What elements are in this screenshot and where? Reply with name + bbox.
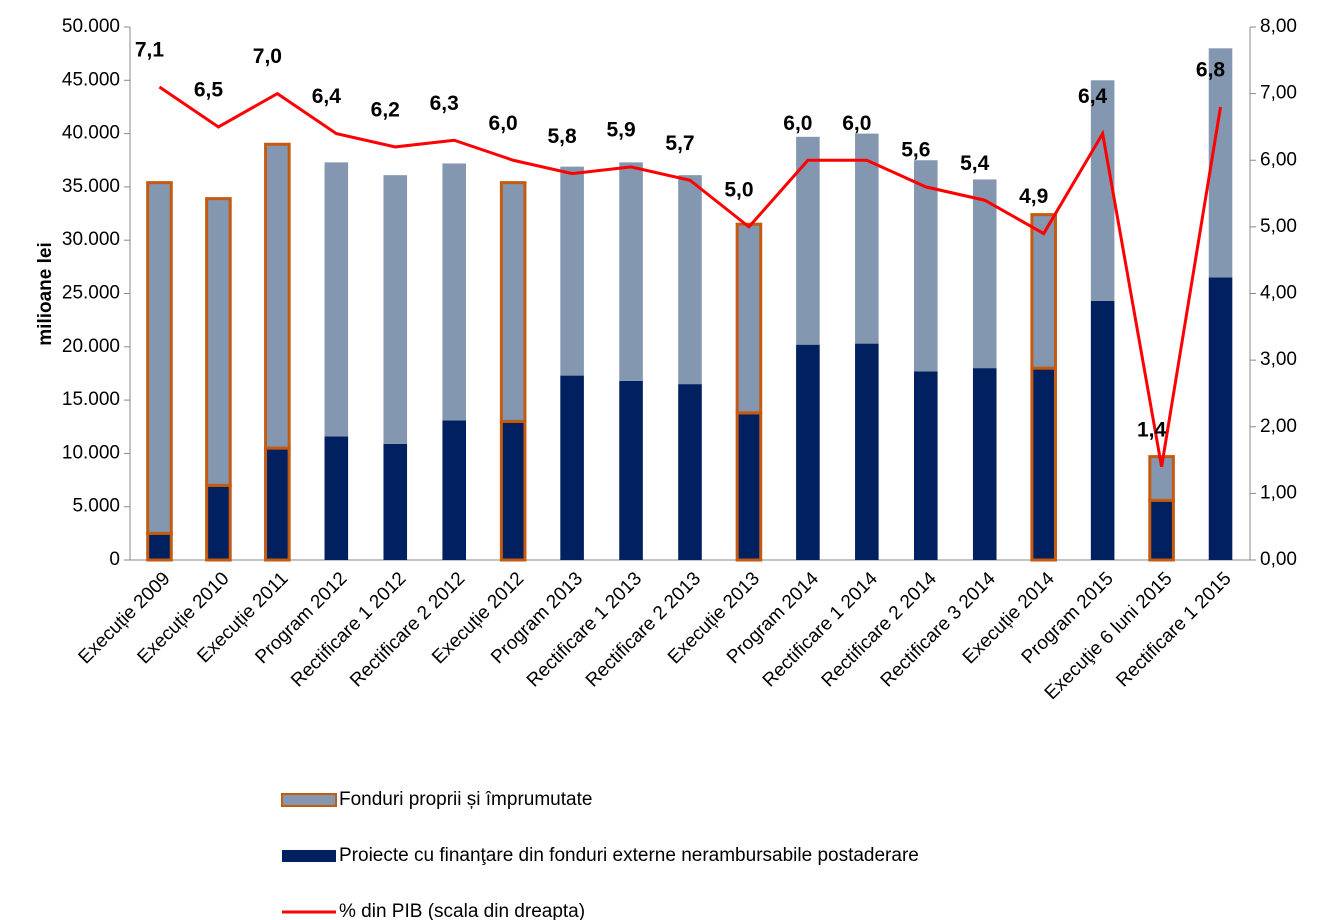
data-label: 5,9 bbox=[606, 118, 635, 141]
data-label: 6,0 bbox=[489, 112, 518, 135]
line bbox=[158, 85, 1223, 467]
bar bbox=[619, 162, 643, 381]
y2-tick-label: 4,00 bbox=[1260, 283, 1297, 304]
y-tick-label: 50.000 bbox=[62, 16, 120, 37]
bar bbox=[499, 419, 527, 562]
y-tick-label: 35.000 bbox=[62, 176, 120, 197]
y-tick-label: 40.000 bbox=[62, 123, 120, 144]
bar bbox=[735, 411, 763, 562]
data-label: 4,9 bbox=[1019, 185, 1048, 208]
legend-label: % din PIB (scala din dreapta) bbox=[339, 901, 585, 920]
y2-tick-label: 2,00 bbox=[1260, 416, 1297, 437]
data-label: 6,8 bbox=[1196, 58, 1226, 81]
data-label: 5,6 bbox=[901, 138, 930, 161]
y2-tick-label: 5,00 bbox=[1260, 216, 1297, 237]
data-label: 5,7 bbox=[665, 132, 694, 155]
legend-swatch bbox=[281, 793, 337, 807]
bar bbox=[678, 384, 702, 560]
bar bbox=[914, 371, 938, 560]
y-tick-label: 30.000 bbox=[62, 229, 120, 250]
data-label: 5,0 bbox=[724, 178, 753, 201]
y2-tick-label: 7,00 bbox=[1260, 83, 1297, 104]
legend-label: Proiecte cu finanţare din fonduri extern… bbox=[339, 845, 919, 866]
y2-tick-label: 8,00 bbox=[1260, 16, 1297, 37]
bar bbox=[205, 483, 232, 562]
data-label: 1,4 bbox=[1137, 418, 1167, 441]
bar bbox=[678, 175, 702, 385]
bar bbox=[972, 368, 997, 560]
data-label: 6,4 bbox=[1078, 85, 1108, 108]
data-label: 7,0 bbox=[253, 45, 282, 68]
bar bbox=[205, 197, 232, 487]
bar bbox=[324, 436, 349, 560]
bar bbox=[619, 380, 643, 560]
y2-tick-label: 1,00 bbox=[1260, 482, 1297, 503]
data-label: 7,1 bbox=[135, 39, 165, 62]
y-tick-label: 45.000 bbox=[62, 69, 120, 90]
bar bbox=[1030, 366, 1057, 562]
data-label: 5,8 bbox=[548, 125, 578, 148]
data-label: 6,5 bbox=[194, 78, 224, 101]
y2-tick-label: 6,00 bbox=[1260, 149, 1297, 170]
bar bbox=[499, 181, 527, 423]
bar bbox=[1090, 300, 1115, 560]
y2-tick-label: 0,00 bbox=[1260, 549, 1297, 570]
y2-tick-label: 3,00 bbox=[1260, 349, 1297, 370]
bar bbox=[914, 160, 938, 372]
bar bbox=[855, 343, 879, 560]
bar bbox=[796, 344, 820, 560]
bar bbox=[735, 222, 763, 415]
x-tick-label: Rectificare 1 2015 bbox=[1112, 568, 1235, 691]
bar bbox=[560, 166, 584, 376]
bar bbox=[1090, 80, 1115, 301]
y-tick-label: 5.000 bbox=[72, 496, 120, 517]
bar bbox=[1208, 277, 1233, 560]
bar bbox=[324, 162, 349, 437]
data-label: 6,4 bbox=[312, 85, 342, 108]
legend-swatch bbox=[282, 850, 336, 862]
bar bbox=[264, 142, 291, 450]
data-label: 6,3 bbox=[430, 92, 459, 115]
bar bbox=[383, 175, 408, 444]
bar bbox=[1148, 455, 1175, 502]
bar bbox=[1030, 213, 1057, 370]
bar bbox=[146, 531, 173, 562]
bar bbox=[146, 181, 173, 535]
bar bbox=[264, 446, 291, 562]
y-axis-label: milioane lei bbox=[35, 242, 56, 345]
bar bbox=[972, 179, 997, 369]
bar bbox=[855, 133, 879, 344]
y-tick-label: 10.000 bbox=[62, 442, 120, 463]
bar bbox=[1208, 48, 1233, 278]
bar bbox=[442, 420, 466, 560]
y-tick-label: 25.000 bbox=[62, 283, 120, 304]
bar bbox=[383, 443, 408, 560]
data-label: 6,0 bbox=[842, 112, 871, 135]
data-label: 6,2 bbox=[371, 98, 400, 121]
y-tick-label: 15.000 bbox=[62, 389, 120, 410]
data-label: 6,0 bbox=[783, 112, 812, 135]
bar bbox=[560, 375, 584, 560]
bar bbox=[1148, 498, 1175, 562]
bar bbox=[442, 163, 466, 421]
bar bbox=[796, 136, 820, 345]
legend-label: Fonduri proprii și împrumutate bbox=[339, 789, 592, 810]
y-tick-label: 0 bbox=[109, 549, 120, 570]
y-tick-label: 20.000 bbox=[62, 336, 120, 357]
data-label: 5,4 bbox=[960, 152, 990, 175]
